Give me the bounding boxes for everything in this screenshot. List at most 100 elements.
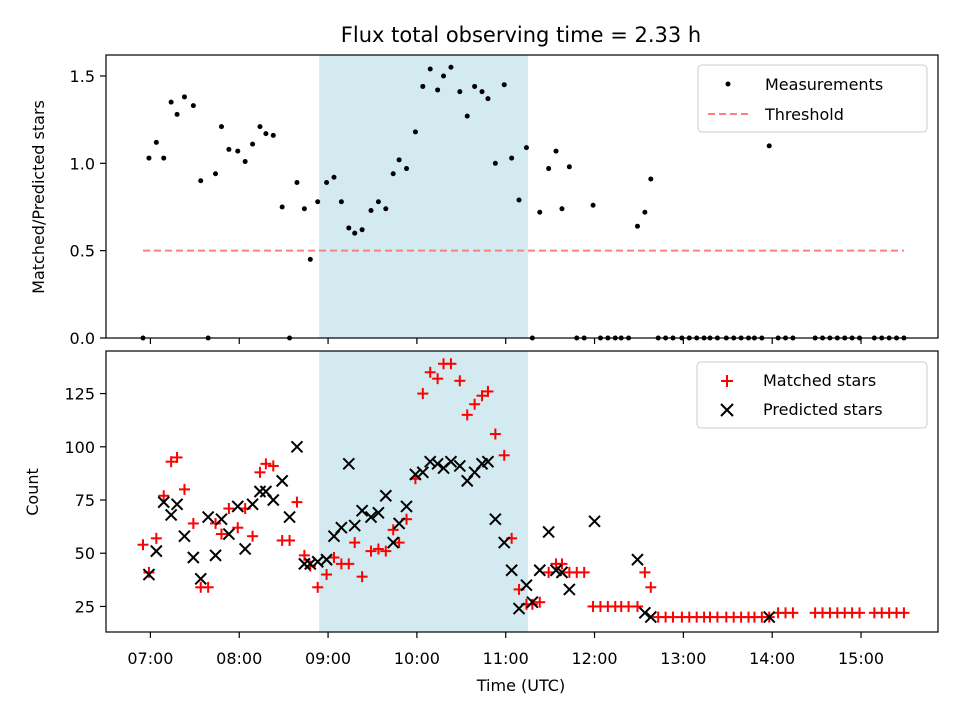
bottom-x-tick-label: 07:00: [127, 649, 173, 668]
measurement-point: [472, 83, 478, 89]
measurement-point: [516, 197, 522, 203]
measurement-point: [464, 113, 470, 119]
predicted-star-point: [533, 564, 546, 577]
bottom-x-tick-label: 10:00: [394, 649, 440, 668]
bottom-x-axis-label: Time (UTC): [476, 676, 565, 695]
bottom-x-tick-label: 15:00: [838, 649, 884, 668]
matched-star-point: [498, 449, 510, 461]
predicted-star-point: [453, 459, 467, 473]
measurement-point: [198, 178, 204, 184]
bottom-y-tick-label: 50: [75, 544, 95, 563]
matched-star-point: [254, 466, 266, 478]
matched-star-point: [393, 537, 405, 549]
predicted-star-point: [215, 512, 228, 526]
predicted-star-point: [631, 553, 644, 566]
measurement-point: [590, 202, 596, 208]
top-legend: Measurements Threshold: [697, 64, 928, 133]
matched-star-point: [543, 566, 555, 578]
matched-star-point: [645, 581, 657, 593]
predicted-star-point: [164, 508, 178, 522]
predicted-star-point: [526, 595, 539, 609]
predicted-star-point: [290, 440, 304, 454]
top-y-tick-label: 0.0: [70, 329, 95, 348]
legend-predicted-marker: [720, 403, 734, 417]
bottom-y-axis-label: Count: [23, 468, 42, 516]
predicted-star-point: [481, 455, 495, 468]
matched-star-point: [215, 528, 227, 540]
matched-star-point: [445, 358, 457, 370]
matched-star-point: [787, 607, 799, 619]
measurement-point: [634, 223, 640, 229]
measurement-point: [537, 209, 543, 215]
bottom-legend: Matched stars Predicted stars: [696, 361, 928, 429]
predicted-star-point: [201, 510, 215, 524]
predicted-star-point: [424, 455, 437, 468]
measurement-point: [368, 207, 374, 213]
matched-star-point: [284, 534, 296, 546]
predicted-star-point: [283, 510, 296, 524]
measurement-point: [181, 94, 187, 100]
matched-star-point: [526, 598, 538, 610]
measurement-point: [766, 143, 772, 149]
measurement-point: [279, 204, 285, 210]
legend-matched-marker: [721, 375, 733, 387]
measurement-point: [390, 171, 396, 177]
legend-threshold-label: Threshold: [764, 105, 844, 124]
bottom-x-tick-label: 11:00: [483, 649, 529, 668]
measurement-point: [359, 227, 365, 233]
measurement-point: [161, 155, 167, 161]
measurement-point: [553, 148, 559, 154]
measurement-point: [257, 124, 263, 130]
top-y-axis-label: Matched/Predicted stars: [29, 100, 48, 294]
measurement-point: [153, 139, 159, 145]
predicted-star-point: [355, 504, 369, 517]
measurement-point: [226, 146, 232, 152]
bottom-y-tick-label: 25: [75, 597, 95, 616]
measurement-point: [250, 141, 256, 147]
predicted-star-point: [520, 578, 533, 592]
measurement-point: [566, 164, 572, 170]
predicted-star-point: [638, 606, 652, 620]
bottom-y-tick-label: 75: [75, 491, 95, 510]
matched-star-point: [639, 566, 651, 578]
matched-star-point: [150, 532, 162, 544]
matched-star-point: [489, 428, 501, 440]
measurement-point: [324, 180, 330, 186]
measurement-point: [435, 87, 441, 93]
measurement-point: [146, 155, 152, 161]
legend-matched-label: Matched stars: [763, 371, 876, 390]
bottom-x-tick-label: 13:00: [660, 649, 706, 668]
measurement-point: [307, 256, 313, 262]
predicted-star-point: [542, 525, 555, 539]
predicted-star-point: [563, 583, 576, 596]
measurement-point: [352, 230, 358, 236]
bottom-y-tick-label: 125: [64, 385, 95, 404]
measurement-point: [642, 209, 648, 215]
matched-star-point: [328, 551, 340, 563]
matched-star-point: [343, 558, 355, 570]
bottom-y-tick-label: 100: [64, 438, 95, 457]
matched-star-point: [291, 496, 303, 508]
top-y-tick-label: 0.5: [70, 242, 95, 261]
matched-star-point: [469, 398, 481, 410]
bottom-x-tick-label: 12:00: [571, 649, 617, 668]
predicted-star-point: [444, 455, 458, 468]
measurement-point: [457, 89, 463, 95]
predicted-star-point: [311, 555, 324, 568]
measurement-point: [546, 166, 552, 172]
matched-star-point: [223, 503, 235, 515]
matched-star-point: [171, 451, 183, 463]
bottom-panel: 07:00 08:00 09:00 10:00 11:00 12:00 13:00 14:00…: [23, 350, 939, 695]
predicted-star-point: [364, 510, 378, 524]
predicted-star-point: [348, 519, 361, 532]
predicted-star-point: [379, 489, 393, 502]
matched-star-point: [210, 517, 222, 529]
measurement-point: [559, 206, 565, 212]
measurement-point: [501, 82, 507, 88]
measurement-point: [420, 83, 426, 89]
matched-star-point: [454, 375, 466, 387]
predicted-star-point: [498, 536, 511, 549]
matched-star-point: [372, 543, 384, 555]
measurement-point: [509, 155, 515, 161]
